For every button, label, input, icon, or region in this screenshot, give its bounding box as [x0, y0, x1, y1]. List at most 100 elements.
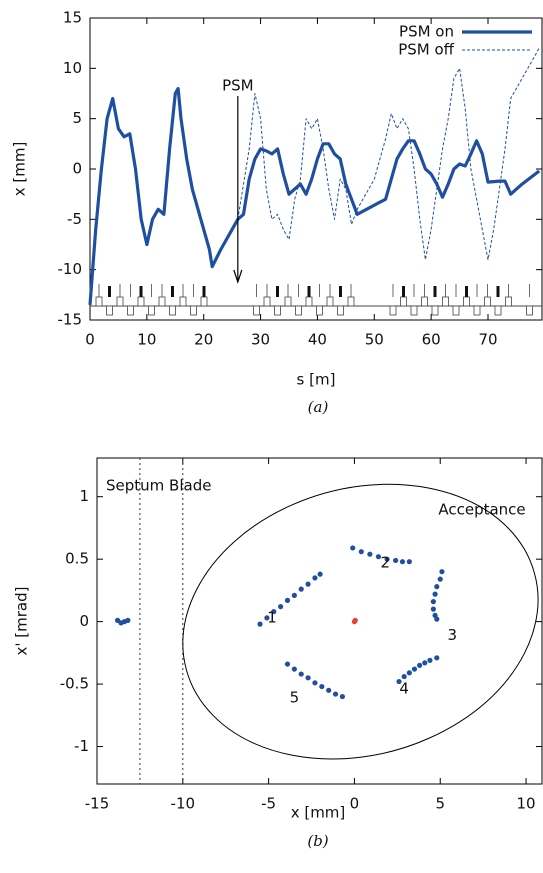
lattice-element — [95, 296, 103, 307]
scatter-point — [257, 621, 263, 627]
scatter-point — [406, 559, 412, 565]
scatter-point — [319, 683, 325, 690]
y-tick-label: -15 — [58, 311, 83, 329]
cluster-label: 4 — [399, 680, 409, 698]
y-axis-label: x [mm] — [11, 142, 29, 197]
y-tick-label: 0.5 — [65, 550, 89, 568]
y-axis-label: x' [mrad] — [13, 587, 31, 656]
lattice-element — [274, 305, 281, 316]
lattice-element — [337, 305, 344, 316]
acceptance-ellipse — [182, 483, 539, 760]
lattice-element — [442, 296, 449, 307]
lattice-element — [305, 296, 313, 307]
lattice-element — [347, 296, 355, 307]
lattice-element — [410, 305, 418, 316]
scatter-point — [422, 660, 428, 666]
scatter-point — [352, 617, 358, 623]
x-axis-label: s [m] — [297, 371, 336, 389]
y-tick-label: 5 — [72, 109, 82, 127]
x-tick-label: 0 — [350, 795, 360, 813]
lattice-element — [127, 305, 134, 316]
y-tick-label: 15 — [63, 9, 82, 27]
lattice-element — [473, 305, 481, 316]
x-tick-label: -15 — [85, 795, 110, 813]
septum-label: Septum Blade — [106, 477, 211, 495]
x-tick-label: 50 — [365, 331, 384, 349]
lattice-element — [400, 296, 407, 307]
scatter-point — [417, 662, 423, 668]
y-tick-label: -1 — [74, 737, 89, 755]
lattice-element — [526, 305, 533, 316]
y-tick-label: 0 — [72, 160, 82, 178]
caption: (a) — [308, 398, 329, 416]
lattice-element — [463, 296, 470, 307]
x-tick-label: 20 — [194, 331, 213, 349]
series-line — [88, 86, 541, 306]
caption: (b) — [307, 832, 328, 850]
lattice-element — [431, 305, 439, 316]
scatter-point — [375, 554, 382, 560]
lattice-element — [389, 305, 397, 316]
x-tick-label: -5 — [261, 795, 276, 813]
lattice-element — [200, 296, 208, 307]
scatter-point — [434, 616, 440, 622]
lattice-element — [465, 286, 468, 297]
y-tick-label: -0.5 — [60, 675, 89, 693]
scatter-point — [432, 591, 438, 597]
scatter-point — [384, 556, 390, 562]
cluster-label: 5 — [290, 688, 300, 706]
lattice-element — [284, 296, 292, 307]
x-tick-label: -10 — [171, 795, 196, 813]
scatter-point — [434, 584, 440, 590]
scatter-point — [332, 691, 339, 697]
y-tick-label: 1 — [79, 487, 89, 505]
x-tick-label: 60 — [422, 331, 441, 349]
lattice-element — [276, 286, 279, 297]
lattice-element — [307, 286, 311, 297]
annotation-label: PSM — [222, 77, 254, 95]
lattice-element — [496, 286, 500, 297]
x-tick-label: 10 — [516, 795, 535, 813]
scatter-point — [312, 575, 318, 581]
lattice-element — [402, 286, 405, 297]
scatter-point — [430, 599, 436, 605]
lattice-element — [116, 296, 124, 307]
scatter-point — [339, 693, 346, 700]
lattice-element — [202, 286, 206, 297]
lattice-element — [295, 305, 302, 316]
scatter-point — [317, 571, 323, 577]
y-tick-label: -5 — [67, 210, 82, 228]
scatter-point — [284, 597, 291, 603]
lattice-element — [108, 286, 111, 297]
lattice-element — [452, 305, 460, 316]
lattice-element — [158, 296, 166, 307]
scatter-point — [399, 559, 406, 565]
y-tick-label: 10 — [63, 59, 82, 77]
x-tick-label: 40 — [308, 331, 327, 349]
annotation-arrowhead — [233, 269, 243, 284]
series-line — [237, 47, 540, 261]
scatter-point — [264, 615, 270, 621]
lattice-element — [326, 296, 334, 307]
lattice-element — [106, 305, 113, 316]
lattice-element — [137, 296, 145, 307]
x-tick-label: 5 — [435, 795, 445, 813]
scatter-point — [406, 670, 412, 676]
x-axis-label: x [mm] — [291, 804, 346, 822]
lattice-element — [263, 296, 271, 307]
legend-label: PSM off — [398, 41, 454, 59]
lattice-element — [339, 286, 342, 297]
scatter-point — [291, 666, 297, 672]
scatter-point — [291, 592, 297, 598]
lattice-element — [148, 305, 155, 316]
scatter-point — [393, 557, 399, 564]
scatter-point — [271, 609, 277, 615]
y-tick-label: -10 — [58, 260, 83, 278]
cluster-label: 2 — [381, 553, 391, 571]
scatter-point — [427, 657, 433, 663]
lattice-element — [169, 305, 176, 316]
scatter-point — [367, 551, 373, 557]
x-tick-label: 30 — [251, 331, 270, 349]
scatter-point — [326, 687, 332, 693]
scatter-point — [434, 655, 440, 661]
